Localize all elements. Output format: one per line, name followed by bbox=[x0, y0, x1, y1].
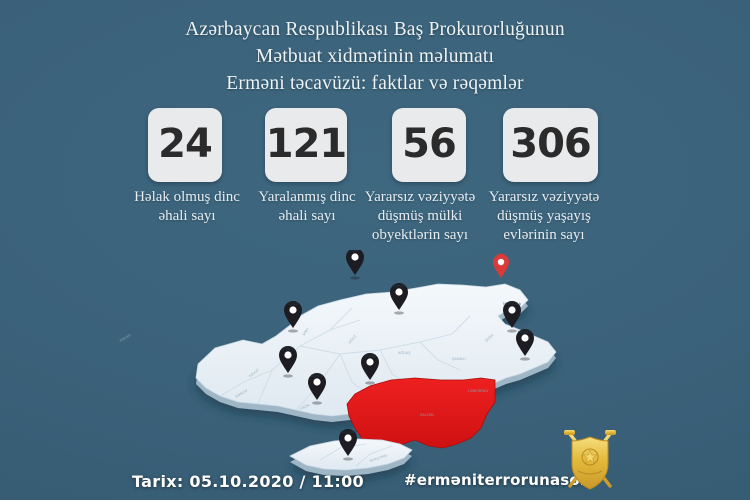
stat-value-deaths: 24 bbox=[158, 120, 213, 167]
stat-box-deaths: 24 bbox=[148, 108, 222, 182]
svg-text:TOVUZ: TOVUZ bbox=[287, 302, 298, 306]
stat-box-civil-objects: 56 bbox=[392, 108, 466, 182]
marker-central-west bbox=[279, 346, 297, 378]
marker-east-lower bbox=[516, 329, 534, 361]
azerbaijan-map: XƏZƏR ŞƏKİ OĞUZ TOVUZ AĞDAŞ ŞAMAXI QUBA … bbox=[0, 250, 750, 500]
svg-text:GƏNCƏ: GƏNCƏ bbox=[235, 389, 249, 399]
map-markers bbox=[279, 250, 534, 461]
marker-nakhchivan bbox=[339, 429, 357, 461]
marker-north bbox=[346, 250, 364, 280]
svg-text:QUBA: QUBA bbox=[484, 333, 495, 343]
stat-value-houses: 306 bbox=[510, 120, 591, 167]
svg-text:NAXÇIVAN: NAXÇIVAN bbox=[339, 430, 357, 434]
svg-text:SALYAN: SALYAN bbox=[420, 413, 434, 417]
svg-text:MASALLI: MASALLI bbox=[518, 330, 532, 334]
date-label: Tarix: 05.10.2020 / 11:00 bbox=[132, 472, 364, 491]
marker-west bbox=[284, 301, 302, 333]
marker-red-region bbox=[361, 353, 379, 385]
svg-text:LAÇIN: LAÇIN bbox=[299, 403, 311, 411]
svg-text:NAXÇIVAN: NAXÇIVAN bbox=[369, 453, 388, 463]
svg-text:ŞAMAXI: ŞAMAXI bbox=[452, 357, 466, 361]
stat-box-houses: 306 bbox=[503, 108, 598, 182]
svg-text:AĞDAŞ: AĞDAŞ bbox=[398, 350, 411, 355]
stat-value-civil-objects: 56 bbox=[402, 120, 457, 167]
header-block: Azərbaycan Respublikası Baş Prokurorluğu… bbox=[0, 16, 750, 97]
svg-text:NEFTÇALA: NEFTÇALA bbox=[503, 302, 521, 306]
hashtag-label: #erməniterrorunason bbox=[404, 471, 591, 489]
marker-northeast bbox=[390, 283, 408, 315]
svg-text:BƏRDƏ: BƏRDƏ bbox=[311, 374, 324, 378]
stat-caption-deaths: Həlak olmuş dinc əhali sayı bbox=[134, 189, 240, 224]
svg-text:XƏZƏR: XƏZƏR bbox=[119, 333, 132, 343]
stat-box-injured: 121 bbox=[265, 108, 347, 182]
map-exclave-nakhchivan bbox=[289, 438, 413, 471]
header-line-2: Mətbuat xidmətinin məlumatı bbox=[255, 46, 495, 67]
marker-baku bbox=[493, 254, 509, 278]
svg-text:BAKI: BAKI bbox=[497, 253, 505, 257]
svg-text:GƏNCƏ: GƏNCƏ bbox=[282, 347, 295, 351]
stat-captions: Həlak olmuş dinc əhali sayı Yaralanmış d… bbox=[0, 188, 750, 278]
svg-text:TOVUZ: TOVUZ bbox=[248, 367, 260, 378]
stat-value-injured: 121 bbox=[265, 120, 347, 167]
marker-east-upper bbox=[503, 301, 521, 333]
svg-text:QAX: QAX bbox=[351, 250, 359, 253]
header-line-3: Erməni təcavüzü: faktlar və rəqəmlər bbox=[226, 73, 524, 94]
header-line-1: Azərbaycan Respublikası Baş Prokurorluğu… bbox=[185, 19, 565, 40]
map-marker-labels: QAX ŞƏMKİR NEFTÇALA MASALLI TOVUZ GƏNCƏ … bbox=[282, 250, 533, 434]
marker-terter bbox=[308, 373, 326, 405]
svg-text:AĞDAM: AĞDAM bbox=[364, 353, 377, 358]
map-marker-label-baku: BAKI bbox=[497, 253, 505, 257]
prosecutor-general-emblem bbox=[558, 424, 622, 494]
stat-caption-injured: Yaralanmış dinc əhali sayı bbox=[258, 189, 356, 224]
svg-text:OĞUZ: OĞUZ bbox=[347, 333, 358, 345]
map-region-labels: XƏZƏR ŞƏKİ OĞUZ TOVUZ AĞDAŞ ŞAMAXI QUBA … bbox=[119, 327, 495, 463]
svg-text:ŞƏKİ: ŞƏKİ bbox=[301, 327, 310, 337]
stat-caption-houses: Yararsız vəziyyətə düşmüş yaşayış evləri… bbox=[488, 189, 600, 243]
stat-boxes: 24 121 56 306 bbox=[0, 108, 750, 182]
svg-text:LƏNKƏRAN: LƏNKƏRAN bbox=[468, 389, 488, 393]
map-exclave-borders bbox=[319, 443, 393, 467]
svg-text:ŞƏMKİR: ŞƏMKİR bbox=[392, 283, 406, 288]
stat-caption-civil-objects: Yararsız vəziyyətə düşmüş mülki obyektlə… bbox=[364, 189, 476, 243]
